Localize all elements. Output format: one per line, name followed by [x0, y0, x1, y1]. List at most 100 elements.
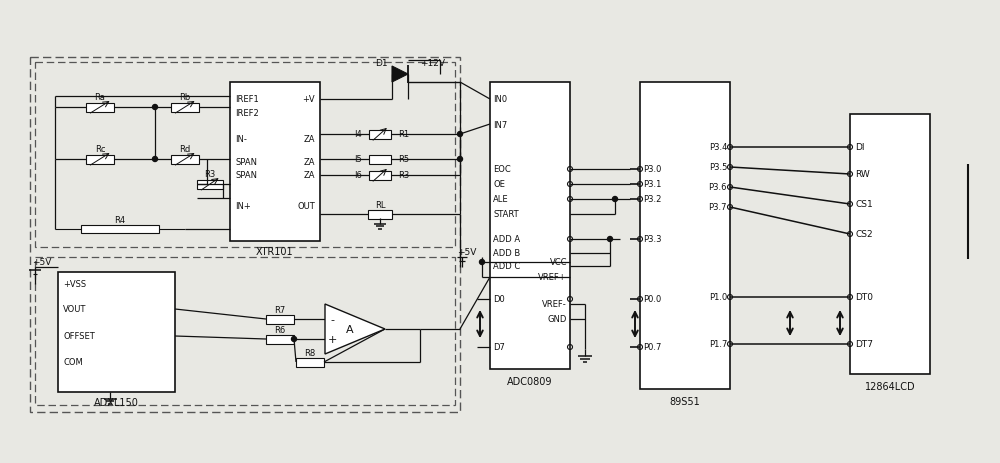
Text: SPAN: SPAN [235, 158, 257, 167]
Bar [490, 83, 570, 369]
Text: VREF+: VREF+ [538, 273, 567, 282]
Text: -: - [330, 314, 334, 324]
Circle shape [458, 157, 462, 162]
Text: OFFSET: OFFSET [63, 332, 95, 341]
Text: ADD C: ADD C [493, 262, 520, 271]
Text: CS2: CS2 [855, 230, 873, 239]
Bar [266, 335, 294, 344]
Bar [171, 155, 199, 164]
Text: ADC0809: ADC0809 [507, 376, 553, 386]
Bar [35, 63, 455, 247]
Text: P1.7: P1.7 [709, 340, 727, 349]
Bar [296, 358, 324, 367]
Text: IN7: IN7 [493, 120, 507, 129]
Bar [58, 272, 175, 392]
Text: DT7: DT7 [855, 340, 873, 349]
Text: R6: R6 [274, 325, 286, 334]
Text: P0.0: P0.0 [643, 295, 661, 304]
Text: CS1: CS1 [855, 200, 873, 209]
Text: Rb: Rb [179, 93, 191, 102]
Bar [86, 155, 114, 164]
Text: 89S51: 89S51 [670, 396, 700, 406]
Circle shape [608, 237, 612, 242]
Text: P3.4: P3.4 [709, 143, 727, 152]
Text: Rd: Rd [179, 144, 191, 154]
Text: START: START [493, 210, 519, 219]
Bar [850, 115, 930, 374]
Text: +: + [327, 334, 337, 344]
Text: SPAN: SPAN [235, 171, 257, 180]
Text: P3.2: P3.2 [643, 195, 661, 204]
Text: I6: I6 [354, 171, 362, 180]
Text: R4: R4 [114, 216, 126, 225]
Text: DI: DI [855, 143, 864, 152]
Text: GND: GND [548, 315, 567, 324]
Circle shape [152, 157, 158, 162]
Text: I5: I5 [354, 155, 362, 164]
Text: VCC: VCC [550, 258, 567, 267]
Text: ADD B: ADD B [493, 249, 520, 258]
Text: A: A [346, 324, 354, 334]
Text: P1.0: P1.0 [709, 293, 727, 302]
Text: 12864LCD: 12864LCD [865, 381, 915, 391]
Circle shape [292, 337, 296, 342]
Text: ADD A: ADD A [493, 235, 520, 244]
Text: +V: +V [302, 95, 315, 104]
Text: Ra: Ra [95, 93, 105, 102]
Circle shape [152, 105, 158, 110]
Text: D0: D0 [493, 295, 505, 304]
Text: P3.7: P3.7 [708, 203, 727, 212]
Text: VOUT: VOUT [63, 305, 86, 314]
Text: VREF-: VREF- [542, 300, 567, 309]
Text: OUT: OUT [297, 202, 315, 211]
Bar [369, 130, 391, 139]
Text: ZA: ZA [304, 171, 315, 180]
Bar [81, 225, 159, 233]
Text: RW: RW [855, 170, 870, 179]
Text: D1: D1 [375, 58, 388, 67]
Circle shape [612, 197, 618, 202]
Bar [368, 210, 392, 219]
Text: P3.1: P3.1 [643, 180, 661, 189]
Text: R8: R8 [304, 348, 316, 357]
Bar [369, 171, 391, 180]
Bar [197, 180, 223, 189]
Bar [640, 83, 730, 389]
Text: RL: RL [375, 200, 385, 210]
Bar [230, 83, 320, 242]
Text: R3: R3 [204, 169, 216, 179]
Text: +12V: +12V [420, 58, 445, 67]
Text: R5: R5 [398, 155, 409, 164]
Text: +VSS: +VSS [63, 280, 86, 289]
Polygon shape [325, 304, 385, 354]
Text: I4: I4 [354, 130, 362, 139]
Text: +5V: +5V [457, 248, 477, 257]
Bar [86, 103, 114, 112]
Text: XTR101: XTR101 [256, 246, 294, 257]
Text: R3: R3 [398, 171, 409, 180]
Circle shape [458, 132, 462, 137]
Text: ADXL150: ADXL150 [94, 397, 139, 407]
Bar [35, 257, 455, 405]
Text: DT0: DT0 [855, 293, 873, 302]
Text: P3.5: P3.5 [709, 163, 727, 172]
Text: OE: OE [493, 180, 505, 189]
Polygon shape [392, 67, 408, 83]
Text: IREF1: IREF1 [235, 95, 259, 104]
Text: IN-: IN- [235, 135, 247, 144]
Text: COM: COM [63, 358, 83, 367]
Text: Rc: Rc [95, 144, 105, 154]
Text: D7: D7 [493, 343, 505, 352]
Text: ZA: ZA [304, 158, 315, 167]
Bar [266, 315, 294, 324]
Text: P3.6: P3.6 [708, 183, 727, 192]
Text: R7: R7 [274, 305, 286, 314]
Text: ALE: ALE [493, 195, 509, 204]
Text: P3.3: P3.3 [643, 235, 662, 244]
Circle shape [480, 260, 484, 265]
Text: R1: R1 [398, 130, 409, 139]
Text: IREF2: IREF2 [235, 109, 259, 118]
Text: EOC: EOC [493, 165, 511, 174]
Text: +5V: +5V [32, 258, 52, 267]
Bar [171, 103, 199, 112]
